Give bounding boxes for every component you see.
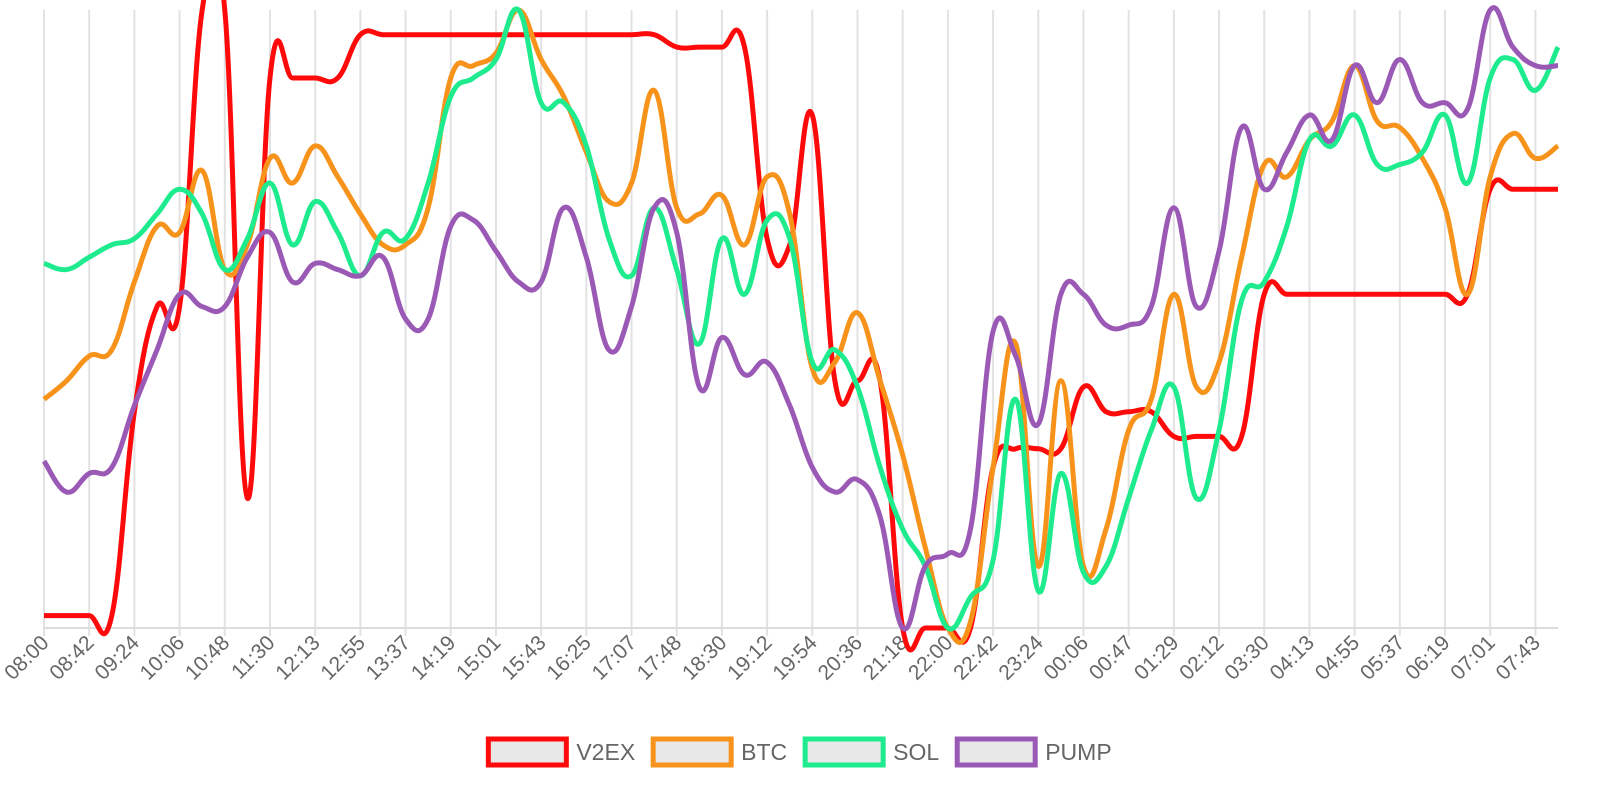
legend-item: BTC [650,736,787,768]
x-tick-label: 10:48 [181,631,234,684]
x-tick-label: 04:55 [1311,631,1364,684]
legend-label: BTC [741,739,787,765]
x-tick-label: 07:43 [1492,631,1545,684]
x-tick-label: 07:01 [1446,631,1499,684]
x-tick-label: 12:13 [271,631,324,684]
x-tick-label: 14:19 [407,631,460,684]
x-tick-label: 13:37 [362,631,415,684]
legend-label: V2EX [576,739,635,765]
x-tick-label: 18:30 [678,631,731,684]
x-tick-label: 09:24 [90,631,144,685]
x-tick-label: 12:55 [316,631,369,684]
x-tick-label: 04:13 [1266,631,1319,684]
series-line [42,7,1560,646]
x-tick-label: 19:12 [723,631,776,684]
x-tick-label: 17:48 [633,631,686,684]
x-tick-label: 11:30 [227,631,279,683]
series-line [43,6,1561,632]
legend-swatch [485,736,569,768]
legend-item: PUMP [954,736,1112,768]
x-tick-label: 23:24 [994,631,1048,685]
x-tick-label: 03:30 [1220,631,1273,684]
legend: V2EX BTC SOL PUMP [485,736,1112,768]
x-tick-label: 19:54 [768,631,822,685]
x-tick-label: 20:36 [814,631,867,684]
legend-swatch [802,736,886,768]
x-tick-label: 02:12 [1175,631,1228,684]
legend-swatch [954,736,1038,768]
x-tick-label: 22:00 [904,631,957,684]
x-tick-label: 15:01 [452,631,505,684]
legend-item: V2EX [485,736,635,768]
legend-label: SOL [893,739,939,765]
x-tick-label: 16:25 [542,631,595,684]
x-tick-label: 00:06 [1040,631,1093,684]
x-tick-label: 08:42 [45,631,98,684]
x-tick-label: 08:00 [0,631,53,684]
x-tick-label: 00:47 [1085,631,1138,684]
x-tick-label: 10:06 [136,631,189,684]
legend-item: SOL [802,736,939,768]
series-line [41,5,1559,632]
series-line [43,0,1558,653]
legend-label: PUMP [1045,739,1111,765]
legend-swatch [650,736,734,768]
x-tick-label: 15:43 [497,631,550,684]
x-tick-label: 06:19 [1401,631,1454,684]
x-tick-label: 17:07 [588,631,641,684]
x-tick-label: 01:29 [1130,631,1183,684]
x-tick-label: 05:37 [1356,631,1409,684]
